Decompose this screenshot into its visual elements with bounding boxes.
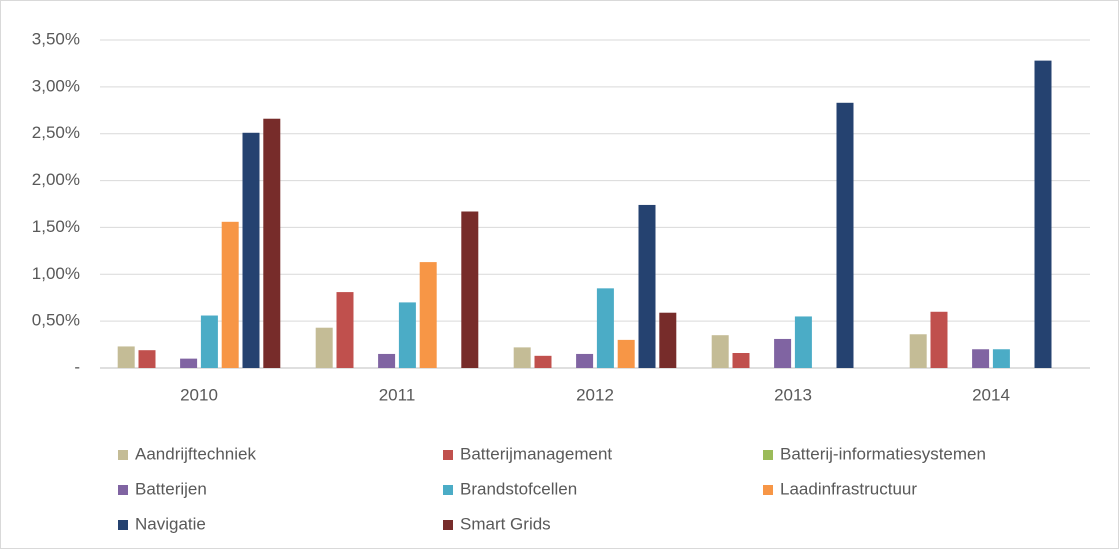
legend-swatch: [763, 450, 773, 460]
legend-label: Brandstofcellen: [460, 479, 577, 498]
bar: [117, 346, 135, 368]
bar: [200, 315, 218, 368]
y-tick-label: 3,00%: [32, 76, 80, 95]
legend-label: Batterijen: [135, 479, 207, 498]
y-tick-label: 3,50%: [32, 29, 80, 48]
bar: [659, 312, 677, 368]
bar: [534, 355, 552, 368]
bar: [909, 334, 927, 368]
bar: [221, 221, 239, 368]
bar: [930, 311, 948, 368]
x-tick-label: 2010: [180, 385, 218, 404]
bar: [378, 353, 396, 368]
bar: [596, 288, 614, 368]
legend-swatch: [763, 485, 773, 495]
legend-label: Batterijmanagement: [460, 444, 612, 463]
bar: [774, 338, 792, 368]
legend-label: Batterij-informatiesystemen: [780, 444, 986, 463]
y-tick-label: 2,50%: [32, 123, 80, 142]
y-tick-label: 1,00%: [32, 264, 80, 283]
bar: [138, 350, 156, 368]
bar: [398, 302, 416, 368]
y-tick-label: 2,00%: [32, 170, 80, 189]
bar: [638, 204, 656, 368]
bar: [617, 339, 635, 368]
y-tick-label: 0,50%: [32, 311, 80, 330]
bar: [1034, 60, 1052, 369]
legend-label: Smart Grids: [460, 514, 551, 533]
legend-label: Navigatie: [135, 514, 206, 533]
bar: [419, 262, 437, 368]
legend-swatch: [118, 450, 128, 460]
y-tick-label: 1,50%: [32, 217, 80, 236]
legend-swatch: [443, 450, 453, 460]
bar: [836, 102, 854, 368]
x-tick-label: 2013: [774, 385, 812, 404]
bar: [461, 211, 479, 368]
bar: [336, 292, 354, 368]
bar: [513, 347, 531, 368]
bar: [711, 335, 729, 368]
legend-label: Laadinfrastructuur: [780, 479, 917, 498]
bar: [992, 349, 1010, 368]
x-tick-label: 2011: [379, 385, 416, 404]
y-tick-label: -: [74, 357, 80, 376]
bar: [732, 353, 750, 368]
bar: [180, 358, 198, 368]
bar: [263, 118, 281, 368]
legend-label: Aandrijftechniek: [135, 444, 256, 463]
legend-swatch: [118, 485, 128, 495]
bar: [315, 327, 333, 368]
bar: [242, 132, 260, 368]
bar: [794, 316, 812, 368]
bar: [576, 353, 594, 368]
legend-swatch: [443, 520, 453, 530]
x-tick-label: 2014: [972, 385, 1010, 404]
x-tick-label: 2012: [576, 385, 614, 404]
legend-swatch: [443, 485, 453, 495]
legend-swatch: [118, 520, 128, 530]
bar: [972, 349, 990, 368]
